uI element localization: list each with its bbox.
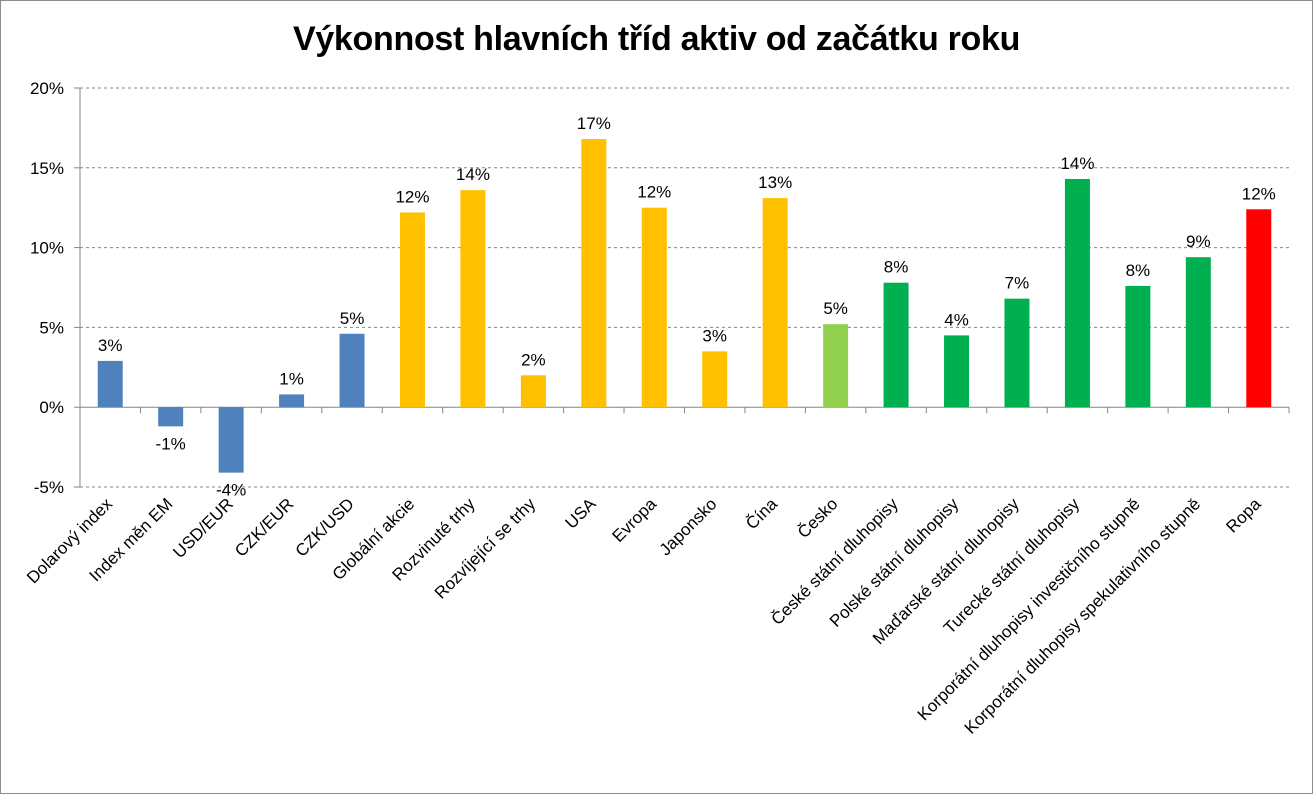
bar bbox=[1064, 178, 1090, 408]
bars bbox=[97, 139, 1272, 473]
bar bbox=[218, 407, 244, 473]
x-tick-label: Ropa bbox=[1222, 494, 1265, 537]
data-label: 1% bbox=[279, 369, 304, 388]
data-label: 5% bbox=[823, 299, 848, 318]
y-tick-label: 0% bbox=[39, 398, 64, 417]
bar bbox=[944, 335, 970, 408]
bar bbox=[97, 360, 123, 408]
bar bbox=[399, 212, 425, 408]
data-label: 14% bbox=[456, 165, 490, 184]
x-tick-label: Korporátní dluhopisy investičního stupně bbox=[914, 494, 1144, 724]
axes bbox=[74, 87, 1290, 488]
x-tick-label: Evropa bbox=[609, 494, 661, 546]
y-tick-label: -5% bbox=[34, 478, 64, 497]
data-label: 8% bbox=[1126, 261, 1151, 280]
bar bbox=[641, 207, 667, 408]
data-label: 12% bbox=[637, 183, 671, 202]
x-tick-label: CZK/EUR bbox=[231, 494, 297, 560]
bar bbox=[883, 282, 909, 408]
x-tick-label: Japonsko bbox=[656, 494, 721, 559]
bar bbox=[339, 333, 365, 408]
chart-title: Výkonnost hlavních tříd aktiv od začátku… bbox=[292, 20, 1021, 58]
bar bbox=[1125, 285, 1151, 408]
x-tick-label: USA bbox=[561, 494, 600, 533]
bar bbox=[158, 407, 184, 427]
bar bbox=[702, 351, 728, 408]
data-label: 4% bbox=[944, 310, 969, 329]
data-label: 3% bbox=[702, 326, 727, 345]
bar bbox=[279, 394, 305, 408]
data-label: 8% bbox=[884, 258, 909, 277]
bar bbox=[460, 190, 486, 408]
y-tick-label: 20% bbox=[30, 79, 64, 98]
grid-lines bbox=[80, 87, 1289, 488]
y-tick-label: 10% bbox=[30, 239, 64, 258]
data-label: -1% bbox=[156, 434, 186, 453]
data-label: 3% bbox=[98, 336, 123, 355]
bar bbox=[762, 198, 788, 408]
data-label: -4% bbox=[216, 481, 246, 500]
bar bbox=[823, 324, 849, 408]
bar bbox=[1185, 257, 1211, 408]
y-tick-label: 5% bbox=[39, 318, 64, 337]
bar bbox=[1004, 298, 1030, 408]
data-label: 12% bbox=[395, 187, 429, 206]
data-label: 13% bbox=[758, 173, 792, 192]
bar bbox=[581, 139, 607, 408]
x-tick-label: Rozvíjející se trhy bbox=[431, 494, 540, 603]
data-label: 9% bbox=[1186, 232, 1211, 251]
data-label: 5% bbox=[340, 309, 365, 328]
x-tick-label: USD/EUR bbox=[169, 494, 237, 562]
x-tick-label: Čína bbox=[742, 494, 781, 533]
bar bbox=[1246, 209, 1272, 408]
data-labels: 3% -1% -4% 1% 5% 12% 14% 2% 17% 12% 3% 13% 5% 8% 4% 7% 1… bbox=[98, 114, 1276, 500]
data-label: 12% bbox=[1242, 184, 1276, 203]
data-label: 17% bbox=[577, 114, 611, 133]
data-label: 2% bbox=[521, 350, 546, 369]
y-tick-label: 15% bbox=[30, 159, 64, 178]
x-tick-label: Česko bbox=[794, 494, 842, 542]
data-label: 14% bbox=[1060, 154, 1094, 173]
bar bbox=[520, 375, 546, 408]
data-label: 7% bbox=[1005, 274, 1030, 293]
